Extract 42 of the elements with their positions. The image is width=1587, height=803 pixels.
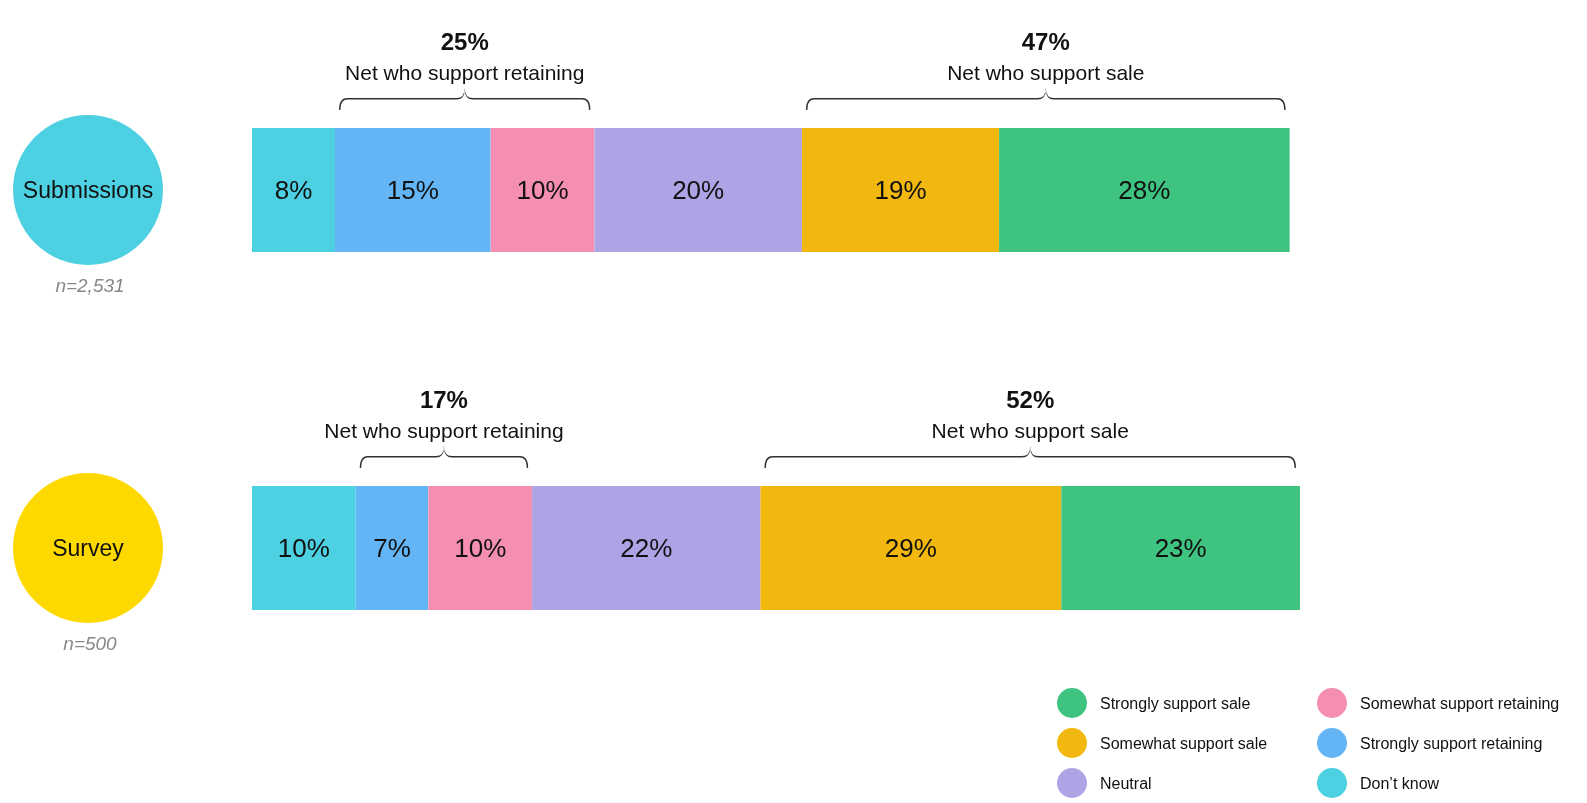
bar: [532, 486, 761, 610]
annotation: Net who support retaining: [345, 61, 585, 84]
y-tick-label: Submissions: [22, 177, 154, 203]
data-label: 8%: [274, 175, 313, 205]
data-label: 20%: [672, 175, 725, 205]
text: n=500: [63, 633, 118, 654]
data-label: 10%: [277, 533, 330, 563]
bar: [801, 128, 1000, 252]
bar: [1061, 486, 1300, 610]
legend-label: Somewhat support retaining: [1360, 695, 1560, 712]
legend-label: Strongly support retaining: [1360, 735, 1543, 752]
data-label: 28%: [1118, 175, 1171, 205]
annotation: Net who support sale: [931, 419, 1129, 442]
legend-label: Strongly support sale: [1100, 695, 1251, 712]
bar: [490, 128, 595, 252]
data-label: 15%: [386, 175, 439, 205]
bar: [428, 486, 533, 610]
data-label: 7%: [373, 533, 411, 563]
data-label: 29%: [884, 533, 937, 563]
data-label: 23%: [1154, 533, 1207, 563]
bar: [760, 486, 1062, 610]
annotation: 47%: [1021, 28, 1070, 55]
bar: [594, 128, 802, 252]
data-label: 10%: [516, 175, 569, 205]
annotation: Net who support sale: [947, 61, 1145, 84]
legend-label: Somewhat support sale: [1100, 735, 1268, 752]
bar: [355, 486, 429, 610]
annotation: 25%: [440, 28, 489, 55]
data-label: 10%: [454, 533, 507, 563]
legend-label: Don’t know: [1360, 775, 1440, 792]
bar: [252, 486, 356, 610]
y-tick-label: Survey: [52, 535, 125, 561]
annotation: 17%: [419, 386, 468, 413]
bar: [999, 128, 1290, 252]
data-label: 19%: [874, 175, 927, 205]
data-label: 22%: [620, 533, 673, 563]
annotation: 52%: [1006, 386, 1055, 413]
bar: [252, 128, 336, 252]
legend-label: Neutral: [1100, 775, 1152, 792]
annotation: Net who support retaining: [324, 419, 564, 442]
text: n=2,531: [55, 275, 125, 296]
bar: [335, 128, 491, 252]
